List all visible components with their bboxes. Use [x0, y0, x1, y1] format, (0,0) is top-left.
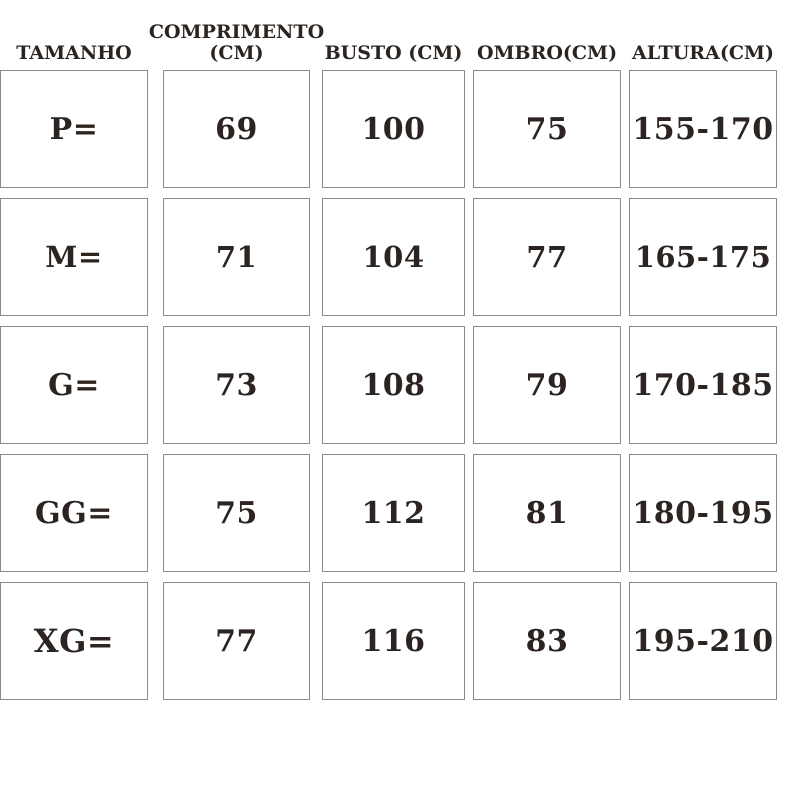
cell-comprimento: 71	[163, 198, 310, 316]
table-row-xg: XG= 77 116 83 195-210	[0, 582, 777, 700]
table-row-gg: GG= 75 112 81 180-195	[0, 454, 777, 572]
cell-tamanho: XG=	[0, 582, 148, 700]
size-chart-table: TAMANHO COMPRIMENTO (CM) BUSTO (CM) OMBR…	[0, 0, 777, 700]
cell-busto: 108	[322, 326, 465, 444]
cell-altura: 180-195	[629, 454, 777, 572]
cell-altura: 155-170	[629, 70, 777, 188]
cell-tamanho: G=	[0, 326, 148, 444]
cell-busto: 104	[322, 198, 465, 316]
cell-tamanho: GG=	[0, 454, 148, 572]
column-header-altura: ALTURA(CM)	[629, 0, 777, 70]
cell-ombro: 75	[473, 70, 621, 188]
cell-comprimento: 69	[163, 70, 310, 188]
cell-comprimento: 73	[163, 326, 310, 444]
column-header-label: OMBRO(CM)	[476, 42, 618, 65]
column-header-comprimento: COMPRIMENTO (CM)	[149, 0, 324, 70]
cell-busto: 112	[322, 454, 465, 572]
cell-altura: 195-210	[629, 582, 777, 700]
column-header-label: BUSTO (CM)	[324, 42, 463, 65]
column-header-label: ALTURA(CM)	[632, 42, 774, 65]
table-row-p: P= 69 100 75 155-170	[0, 70, 777, 188]
table-row-m: M= 71 104 77 165-175	[0, 198, 777, 316]
cell-busto: 100	[322, 70, 465, 188]
cell-ombro: 77	[473, 198, 621, 316]
cell-comprimento: 77	[163, 582, 310, 700]
column-header-tamanho: TAMANHO	[0, 0, 148, 70]
cell-ombro: 83	[473, 582, 621, 700]
cell-altura: 165-175	[629, 198, 777, 316]
cell-comprimento: 75	[163, 454, 310, 572]
cell-tamanho: M=	[0, 198, 148, 316]
column-header-label: COMPRIMENTO	[148, 21, 325, 44]
cell-ombro: 81	[473, 454, 621, 572]
column-header-ombro: OMBRO(CM)	[473, 0, 621, 70]
cell-busto: 116	[322, 582, 465, 700]
column-header-label: TAMANHO	[16, 42, 132, 65]
table-row-g: G= 73 108 79 170-185	[0, 326, 777, 444]
cell-altura: 170-185	[629, 326, 777, 444]
header-row: TAMANHO COMPRIMENTO (CM) BUSTO (CM) OMBR…	[0, 0, 777, 70]
cell-ombro: 79	[473, 326, 621, 444]
column-header-label-line2: (CM)	[209, 42, 264, 65]
cell-tamanho: P=	[0, 70, 148, 188]
column-header-busto: BUSTO (CM)	[322, 0, 465, 70]
